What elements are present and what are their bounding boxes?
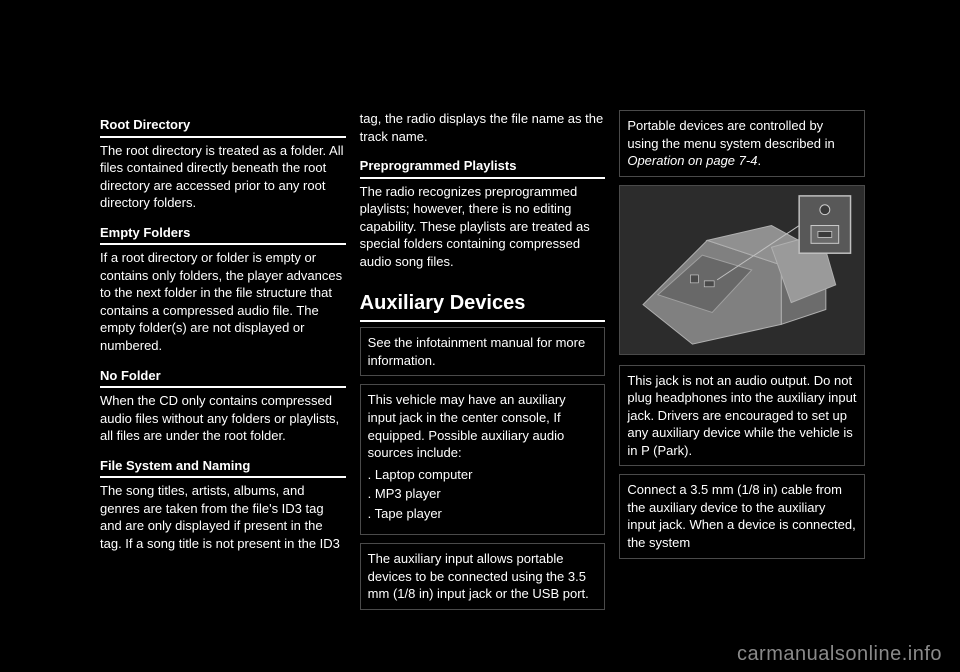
column-1: Root Directory The root directory is tre… [100, 110, 346, 630]
para-no-folder: When the CD only contains compressed aud… [100, 392, 346, 445]
para-empty-folders: If a root directory or folder is empty o… [100, 249, 346, 354]
bullet-list-sources: Laptop computer MP3 player Tape player [368, 466, 598, 523]
para-portable-c: . [757, 153, 761, 168]
column-2: tag, the radio displays the file name as… [360, 110, 606, 630]
aux-jack-svg [620, 186, 864, 354]
heading-file-system: File System and Naming [100, 457, 346, 479]
box-aux-sources: This vehicle may have an auxiliary input… [360, 384, 606, 535]
para-aux-intro: This vehicle may have an auxiliary input… [368, 391, 598, 461]
heading-auxiliary-devices: Auxiliary Devices [360, 290, 606, 322]
box-portable-devices: Portable devices are controlled by using… [619, 110, 865, 177]
page-content: Root Directory The root directory is tre… [100, 110, 865, 630]
list-item: Laptop computer [368, 466, 598, 484]
para-portable-a: Portable devices are controlled by using… [627, 118, 834, 151]
aux-jack-illustration [619, 185, 865, 355]
box-jack-warning: This jack is not an audio output. Do not… [619, 365, 865, 467]
watermark-text: carmanualsonline.info [737, 643, 942, 666]
heading-no-folder: No Folder [100, 367, 346, 389]
box-see-manual: See the infotainment manual for more inf… [360, 327, 606, 376]
para-portable-ref: Operation on page 7-4 [627, 153, 757, 168]
para-file-system: The song titles, artists, albums, and ge… [100, 482, 346, 552]
list-item: MP3 player [368, 485, 598, 503]
list-item: Tape player [368, 505, 598, 523]
heading-preprogrammed-playlists: Preprogrammed Playlists [360, 157, 606, 179]
para-id3-cont: tag, the radio displays the file name as… [360, 110, 606, 145]
column-3: Portable devices are controlled by using… [619, 110, 865, 630]
para-root-directory: The root directory is treated as a folde… [100, 142, 346, 212]
heading-empty-folders: Empty Folders [100, 224, 346, 246]
box-connect-cable: Connect a 3.5 mm (1/8 in) cable from the… [619, 474, 865, 558]
para-preprogrammed-playlists: The radio recognizes preprogrammed playl… [360, 183, 606, 271]
box-aux-input: The auxiliary input allows portable devi… [360, 543, 606, 610]
heading-root-directory: Root Directory [100, 116, 346, 138]
